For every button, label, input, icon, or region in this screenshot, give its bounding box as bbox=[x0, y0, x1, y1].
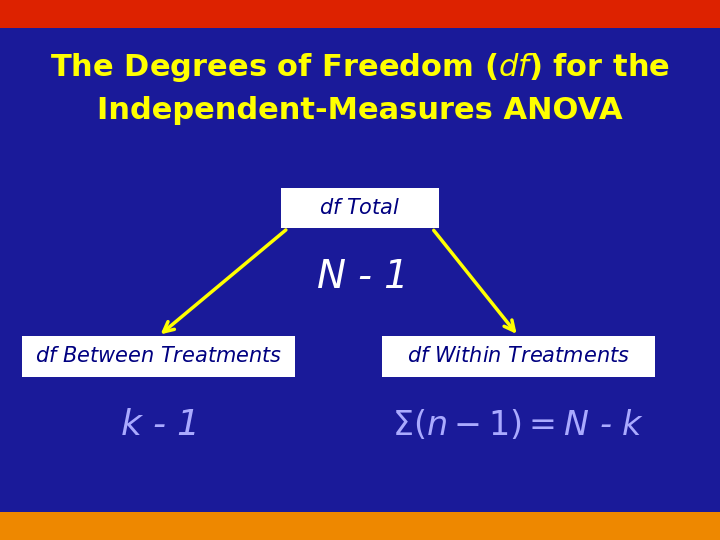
Bar bbox=[0, 512, 720, 540]
Text: $N$ - 1: $N$ - 1 bbox=[315, 258, 405, 296]
Bar bbox=[0, 0, 720, 28]
Text: $\Sigma(n-1) = N$ - $k$: $\Sigma(n-1) = N$ - $k$ bbox=[392, 408, 644, 442]
Text: The Degrees of Freedom ($\mathit{df}$) for the: The Degrees of Freedom ($\mathit{df}$) f… bbox=[50, 51, 670, 84]
Text: $\mathit{df}$ Within Treatments: $\mathit{df}$ Within Treatments bbox=[407, 346, 630, 367]
Text: Independent-Measures ANOVA: Independent-Measures ANOVA bbox=[97, 96, 623, 125]
Bar bbox=[22, 336, 295, 377]
Text: $\mathit{df}$ Total: $\mathit{df}$ Total bbox=[319, 198, 401, 218]
Text: $k$ - 1: $k$ - 1 bbox=[120, 408, 197, 442]
Text: $\mathit{df}$ Between Treatments: $\mathit{df}$ Between Treatments bbox=[35, 346, 282, 367]
Bar bbox=[281, 187, 439, 228]
Bar bbox=[382, 336, 655, 377]
